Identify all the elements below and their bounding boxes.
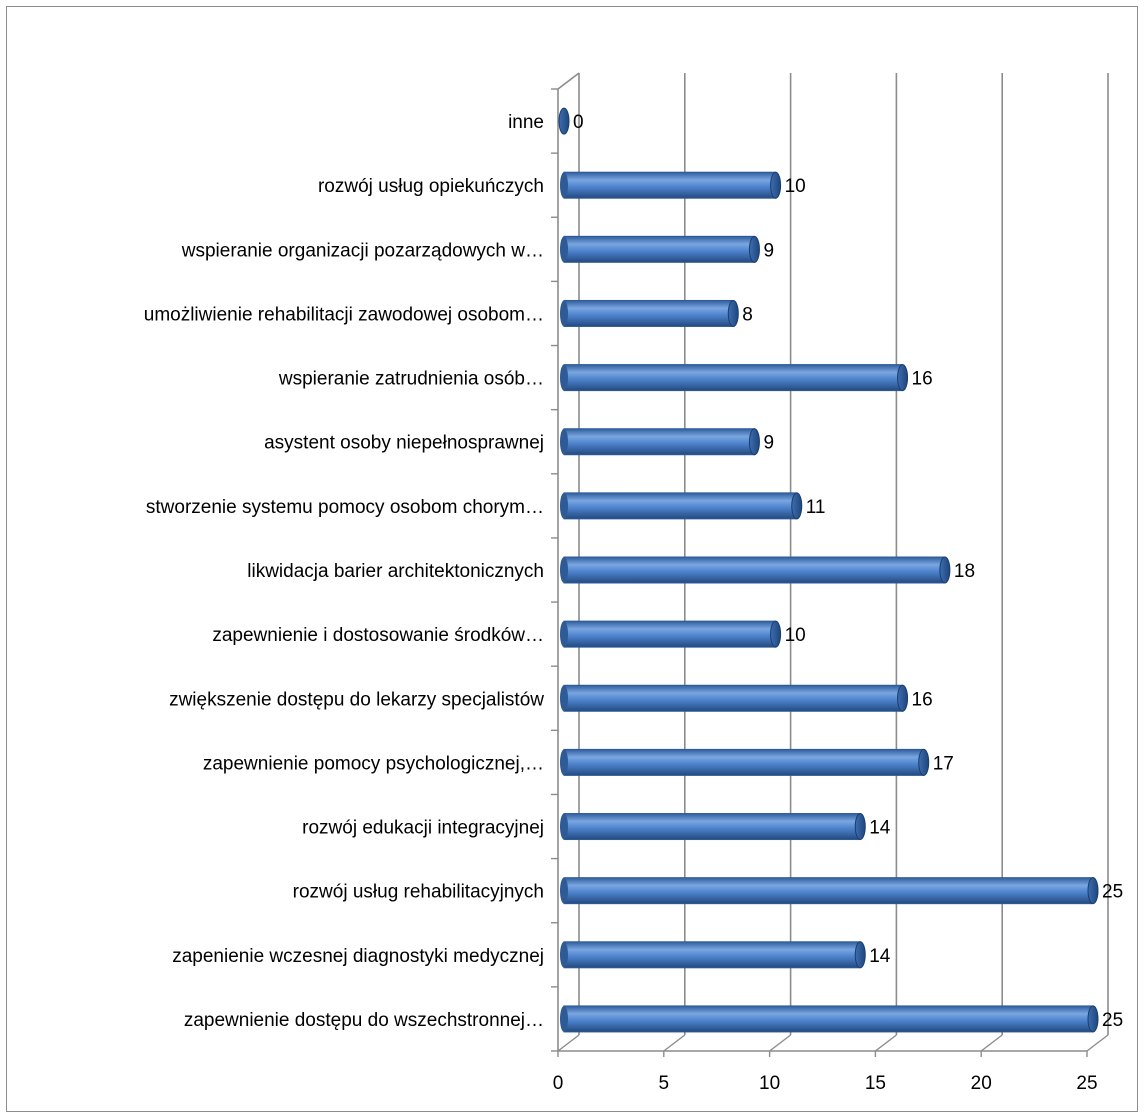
- bar: [563, 299, 734, 327]
- data-label: 16: [912, 369, 933, 390]
- category-label: rozwój usług rehabilitacyjnych: [293, 882, 544, 903]
- bar-end-cap: [748, 235, 760, 263]
- data-label: 9: [763, 240, 774, 261]
- bar-base-cap: [560, 1005, 568, 1032]
- bar: [563, 428, 755, 456]
- data-label: 10: [785, 176, 806, 197]
- bar-end-cap: [939, 556, 951, 584]
- bar-end-cap: [1087, 1005, 1099, 1033]
- data-label: 18: [954, 561, 975, 582]
- bar-base-cap: [560, 557, 568, 583]
- bar: [563, 556, 946, 584]
- bar-end-cap: [770, 620, 782, 648]
- axes: [551, 72, 1088, 1057]
- data-label: 10: [785, 625, 806, 646]
- category-label: asystent osoby niepełnosprawnej: [264, 433, 544, 454]
- bar-end-cap: [727, 299, 739, 327]
- bar: [563, 492, 798, 520]
- category-label: umożliwienie rehabilitacji zawodowej oso…: [144, 304, 544, 325]
- x-tick-label: 15: [865, 1073, 886, 1094]
- bar-base-cap: [560, 877, 568, 904]
- bar-end-cap: [854, 813, 866, 841]
- data-label: 25: [1102, 1010, 1123, 1031]
- category-label: wspieranie organizacji pozarządowych w…: [181, 240, 544, 261]
- data-label: 14: [869, 946, 891, 967]
- data-label: 14: [869, 818, 891, 839]
- bar-end-cap: [1087, 877, 1099, 905]
- category-label: wspieranie zatrudnienia osób…: [278, 369, 544, 390]
- bar: [563, 364, 904, 392]
- x-tick-label: 20: [971, 1073, 992, 1094]
- floor-gridline: [663, 1034, 686, 1052]
- category-label: zapewnienie i dostosowanie środków…: [212, 625, 544, 646]
- floor-gridline: [874, 1034, 897, 1052]
- category-label: zapewnienie pomocy psychologicznej,…: [203, 753, 544, 774]
- bar: [563, 620, 777, 648]
- bar-end-cap: [918, 748, 930, 776]
- bar: [563, 748, 925, 776]
- bar: [563, 235, 755, 263]
- bar: [563, 877, 1094, 905]
- bar-end-cap: [897, 364, 909, 392]
- labels: 0 5 10 15 20 25 25 zapewnienie dostępu do wszec…: [144, 112, 1123, 1094]
- data-label: 11: [806, 497, 826, 518]
- bar-base-cap: [560, 172, 568, 199]
- category-label: rozwój usług opiekuńczych: [318, 176, 544, 197]
- bar: [563, 941, 861, 969]
- bar: [563, 1005, 1094, 1033]
- data-label: 17: [933, 753, 954, 774]
- bar-end-cap: [770, 171, 782, 199]
- bar-base-cap: [560, 941, 568, 968]
- bar-chart: 0 5 10 15 20 25 25 zapewnienie dostępu do wszec…: [144, 72, 1123, 1094]
- bar-end-cap: [748, 428, 760, 456]
- floor-gridline: [980, 1034, 1003, 1052]
- bar-base-cap: [560, 621, 568, 648]
- chart-area: 0 5 10 15 20 25 25 zapewnienie dostępu do wszec…: [6, 6, 1138, 1112]
- bar-end-cap: [854, 941, 866, 969]
- bar-base-cap: [560, 428, 568, 455]
- category-label: zapenienie wczesnej diagnostyki medyczne…: [172, 946, 544, 967]
- bar-base-cap: [560, 300, 568, 327]
- data-label: 9: [763, 433, 774, 454]
- data-label: 8: [742, 304, 753, 325]
- category-label: zapewnienie dostępu do wszechstronnej…: [184, 1010, 544, 1031]
- bar-end-cap: [791, 492, 803, 520]
- floor-gridline: [1086, 1034, 1109, 1052]
- x-tick-label: 25: [1076, 1073, 1097, 1094]
- bar-base-cap: [560, 685, 568, 712]
- category-label: zwiększenie dostępu do lekarzy specjalis…: [169, 689, 544, 710]
- data-label: 0: [573, 112, 584, 133]
- floor-gridline: [557, 1034, 580, 1052]
- bar-end-cap: [558, 107, 570, 135]
- bar: [563, 684, 904, 712]
- category-label: inne: [508, 112, 544, 133]
- side-wall-top: [557, 72, 580, 90]
- grid: [557, 73, 1109, 1052]
- bar: [563, 813, 861, 841]
- floor-gridline: [769, 1034, 792, 1052]
- category-label: rozwój edukacji integracyjnej: [302, 818, 544, 839]
- bar-base-cap: [560, 749, 568, 776]
- bar-base-cap: [560, 813, 568, 840]
- x-tick-label: 0: [553, 1073, 564, 1094]
- data-label: 25: [1102, 882, 1123, 903]
- bars: [558, 107, 1099, 1033]
- x-tick-label: 5: [659, 1073, 670, 1094]
- bar-base-cap: [560, 492, 568, 519]
- bar: [563, 171, 777, 199]
- bar-base-cap: [560, 236, 568, 263]
- data-label: 16: [912, 689, 933, 710]
- x-tick-label: 10: [759, 1073, 780, 1094]
- bar-base-cap: [560, 364, 568, 391]
- category-label: stworzenie systemu pomocy osobom chorym…: [146, 497, 544, 518]
- bar-end-cap: [897, 684, 909, 712]
- category-label: likwidacja barier architektonicznych: [247, 561, 544, 582]
